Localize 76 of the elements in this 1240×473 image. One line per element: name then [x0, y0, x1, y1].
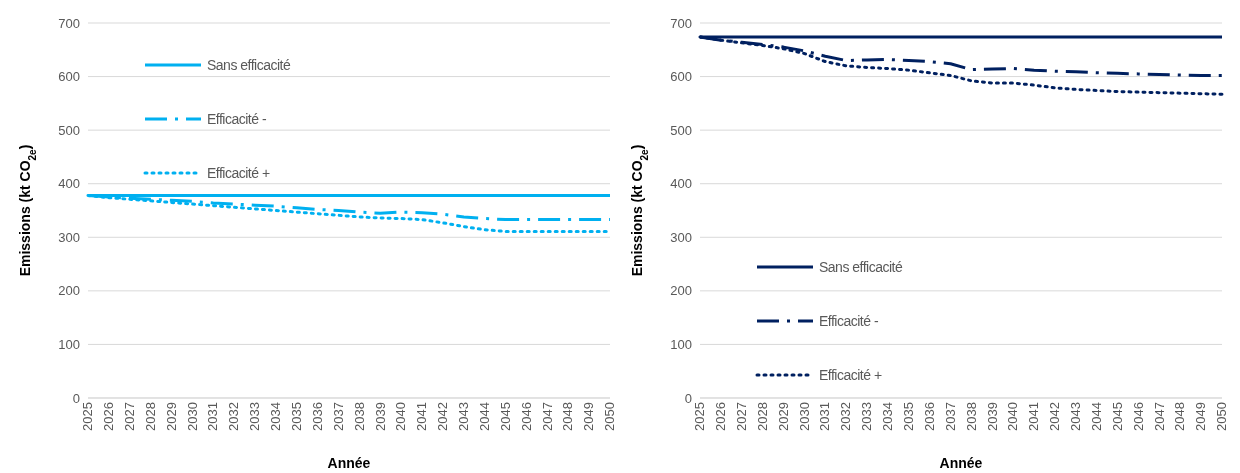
x-tick-label: 2032	[838, 402, 854, 431]
x-tick-label: 2044	[476, 402, 492, 431]
x-tick-label: 2037	[330, 402, 346, 431]
y-tick-label: 600	[670, 69, 692, 85]
y-tick-label: 200	[670, 283, 692, 299]
y-tick-label: 300	[670, 229, 692, 245]
x-tick-label: 2034	[268, 402, 284, 431]
y-tick-label: 500	[670, 122, 692, 138]
y-tick-label: 700	[670, 15, 692, 31]
x-tick-label: 2028	[754, 402, 770, 431]
x-tick-label: 2045	[1109, 402, 1125, 431]
x-tick-label: 2038	[963, 402, 979, 431]
x-tick-label: 2040	[1005, 402, 1021, 431]
x-tick-label: 2036	[309, 402, 325, 431]
x-tick-label: 2038	[351, 402, 367, 431]
legend-label: Efficacité -	[207, 111, 267, 127]
y-tick-label: 0	[684, 390, 692, 406]
x-tick-label: 2040	[393, 402, 409, 431]
legend-label: Sans efficacité	[819, 259, 903, 275]
x-tick-label: 2048	[1172, 402, 1188, 431]
x-tick-label: 2026	[713, 402, 729, 431]
x-tick-label: 2042	[435, 402, 451, 431]
y-tick-label: 0	[72, 390, 80, 406]
x-tick-label: 2049	[1193, 402, 1209, 431]
x-tick-label: 2046	[518, 402, 534, 431]
x-tick-label: 2041	[1026, 402, 1042, 431]
x-tick-label: 2031	[817, 402, 833, 431]
x-tick-label: 2050	[602, 402, 618, 431]
y-tick-label: 400	[670, 176, 692, 192]
legend-label: Efficacité +	[819, 367, 882, 383]
x-tick-label: 2033	[859, 402, 875, 431]
x-tick-label: 2044	[1088, 402, 1104, 431]
x-tick-label: 2045	[497, 402, 513, 431]
x-tick-label: 2030	[184, 402, 200, 431]
x-tick-label: 2027	[121, 402, 137, 431]
legend-label: Sans efficacité	[207, 57, 291, 73]
x-tick-label: 2030	[796, 402, 812, 431]
x-tick-label: 2033	[247, 402, 263, 431]
x-tick-label: 2048	[560, 402, 576, 431]
x-tick-label: 2025	[692, 402, 708, 431]
x-tick-label: 2046	[1130, 402, 1146, 431]
x-tick-label: 2026	[101, 402, 117, 431]
y-tick-label: 100	[58, 337, 80, 353]
x-tick-label: 2036	[921, 402, 937, 431]
x-tick-label: 2039	[984, 402, 1000, 431]
x-tick-label: 2029	[775, 402, 791, 431]
x-tick-label: 2028	[142, 402, 158, 431]
x-tick-label: 2049	[581, 402, 597, 431]
y-tick-label: 500	[58, 122, 80, 138]
x-tick-label: 2050	[1214, 402, 1230, 431]
x-tick-label: 2027	[733, 402, 749, 431]
x-tick-label: 2047	[539, 402, 555, 431]
x-tick-label: 2047	[1151, 402, 1167, 431]
x-tick-label: 2029	[163, 402, 179, 431]
x-tick-label: 2041	[414, 402, 430, 431]
x-axis-title: Année	[327, 455, 371, 471]
x-tick-label: 2025	[80, 402, 96, 431]
x-tick-label: 2031	[205, 402, 221, 431]
x-tick-label: 2034	[880, 402, 896, 431]
y-tick-label: 100	[670, 337, 692, 353]
y-tick-label: 700	[58, 15, 80, 31]
x-tick-label: 2042	[1047, 402, 1063, 431]
x-tick-label: 2035	[901, 402, 917, 431]
y-tick-label: 200	[58, 283, 80, 299]
x-tick-label: 2043	[1068, 402, 1084, 431]
y-tick-label: 400	[58, 176, 80, 192]
y-tick-label: 600	[58, 69, 80, 85]
x-tick-label: 2039	[372, 402, 388, 431]
legend-label: Efficacité -	[819, 313, 879, 329]
x-tick-label: 2035	[289, 402, 305, 431]
y-tick-label: 300	[58, 229, 80, 245]
x-axis-title: Année	[939, 455, 983, 471]
legend-label: Efficacité +	[207, 165, 270, 181]
x-tick-label: 2043	[456, 402, 472, 431]
x-tick-label: 2032	[226, 402, 242, 431]
x-tick-label: 2037	[942, 402, 958, 431]
